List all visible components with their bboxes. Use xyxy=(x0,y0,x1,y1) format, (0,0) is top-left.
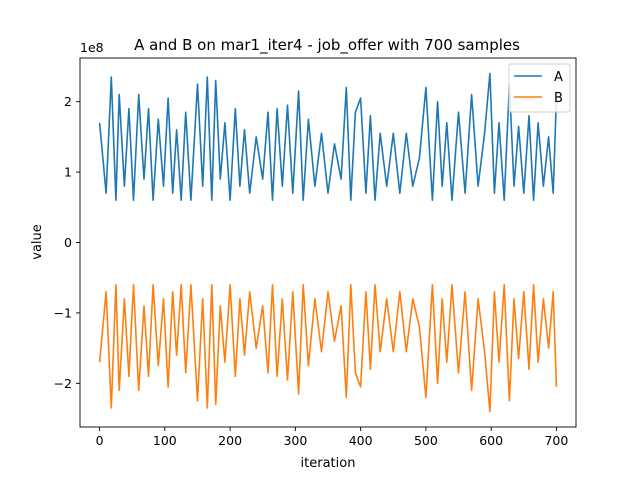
legend-label-b: B xyxy=(554,91,563,106)
legend: A B xyxy=(508,63,571,113)
series-layer xyxy=(98,72,558,413)
x-tick-label: 500 xyxy=(414,433,438,448)
y-axis: −2 −1 0 1 2 xyxy=(54,94,80,391)
x-tick-label: 600 xyxy=(479,433,503,448)
series-line-b xyxy=(98,284,558,413)
x-tick-label: 700 xyxy=(544,433,568,448)
x-axis: 0 100 200 300 400 500 600 700 xyxy=(96,427,568,448)
x-tick-label: 200 xyxy=(218,433,242,448)
x-axis-label: iteration xyxy=(301,456,356,471)
y-tick-label: 1 xyxy=(64,165,72,180)
y-tick-label: 2 xyxy=(64,94,72,109)
y-tick-label: −1 xyxy=(54,305,72,320)
x-tick-label: 0 xyxy=(96,433,104,448)
x-tick-label: 100 xyxy=(153,433,177,448)
x-tick-label: 400 xyxy=(349,433,373,448)
x-tick-label: 300 xyxy=(283,433,307,448)
y-offset-label: 1e8 xyxy=(80,40,104,55)
series-line-a xyxy=(98,72,558,201)
y-tick-label: −2 xyxy=(54,376,72,391)
plot-frame xyxy=(79,57,577,428)
chart-title: A and B on mar1_iter4 - job_offer with 7… xyxy=(134,36,520,55)
y-tick-label: 0 xyxy=(64,235,72,250)
y-axis-label: value xyxy=(30,224,45,260)
legend-label-a: A xyxy=(554,70,563,85)
